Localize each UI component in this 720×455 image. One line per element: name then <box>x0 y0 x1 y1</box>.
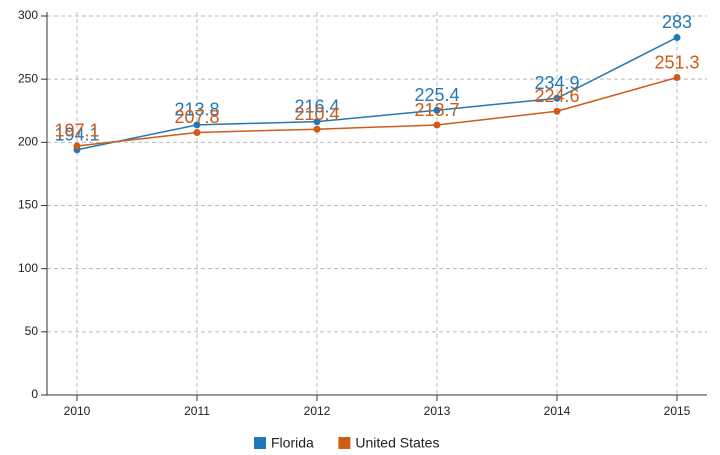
point <box>193 121 201 129</box>
legend-swatch <box>254 437 266 449</box>
point <box>553 94 561 102</box>
point <box>673 33 681 41</box>
legend-swatch <box>338 437 351 449</box>
value-label: 213.8 <box>174 100 219 120</box>
value-label: 194.1 <box>54 125 99 145</box>
point <box>673 74 681 82</box>
y-tick-label: 50 <box>25 324 39 338</box>
point <box>433 121 441 129</box>
x-tick-label: 2011 <box>184 404 210 418</box>
x-tick-label: 2014 <box>544 404 571 418</box>
value-label: 234.9 <box>534 73 579 93</box>
value-label: 210.4 <box>294 104 339 124</box>
series-line <box>76 76 678 147</box>
point <box>73 142 81 150</box>
value-label: 197.1 <box>54 121 99 141</box>
value-label: 213.7 <box>414 100 459 120</box>
x-tick-label: 2015 <box>664 404 691 418</box>
x-tick-label: 2012 <box>304 404 331 418</box>
x-tick-label: 2013 <box>424 404 451 418</box>
value-label: 224.6 <box>534 86 579 106</box>
value-label: 216.4 <box>294 96 339 116</box>
x-tick-label: 2010 <box>64 404 91 418</box>
legend-label: Florida <box>271 435 314 451</box>
y-tick-label: 150 <box>18 198 38 212</box>
point <box>313 118 321 126</box>
y-tick-label: 100 <box>18 261 38 275</box>
value-label: 251.3 <box>654 52 699 72</box>
series-line <box>76 36 678 151</box>
point <box>313 125 321 133</box>
legend-label: United States <box>355 435 439 451</box>
y-tick-label: 200 <box>18 135 38 149</box>
point <box>193 128 201 136</box>
y-tick-label: 250 <box>18 71 38 85</box>
point <box>553 107 561 115</box>
y-tick-label: 0 <box>31 387 38 401</box>
point <box>433 106 441 114</box>
value-label: 283 <box>662 12 692 32</box>
value-label: 207.8 <box>174 107 219 127</box>
value-label: 225.4 <box>414 85 459 105</box>
y-tick-label: 300 <box>18 8 38 22</box>
